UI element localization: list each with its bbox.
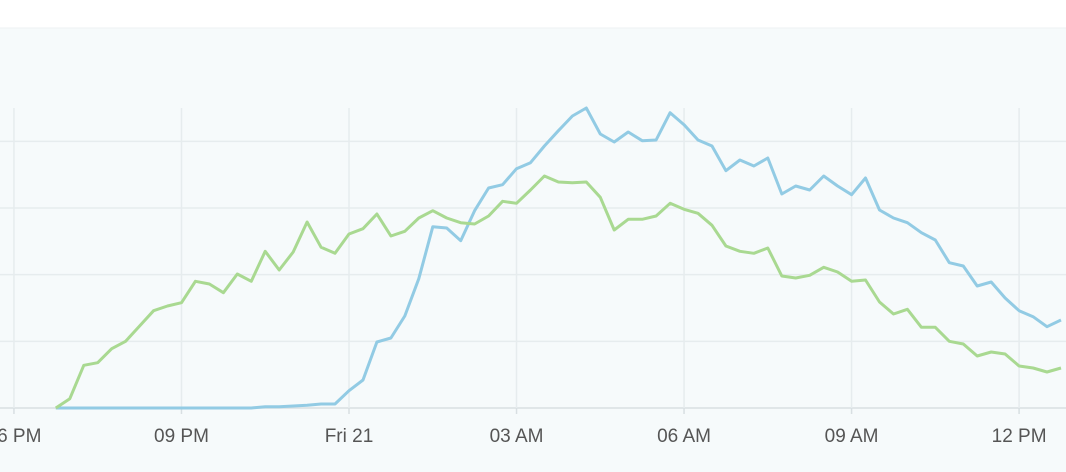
- x-tick-label: 12 PM: [992, 426, 1047, 447]
- x-tick-label: 09 PM: [154, 426, 209, 447]
- x-tick-label: 06 PM: [0, 426, 41, 447]
- x-tick-label: 03 AM: [490, 426, 544, 447]
- data-line: [54, 174, 1062, 410]
- x-tick-label: 09 AM: [825, 426, 879, 447]
- chart-background: [0, 28, 1066, 472]
- x-tick-label: 06 AM: [657, 426, 711, 447]
- top-bar: [0, 0, 1066, 28]
- x-tick-label: Fri 21: [325, 426, 374, 447]
- data-line: [55, 106, 1062, 410]
